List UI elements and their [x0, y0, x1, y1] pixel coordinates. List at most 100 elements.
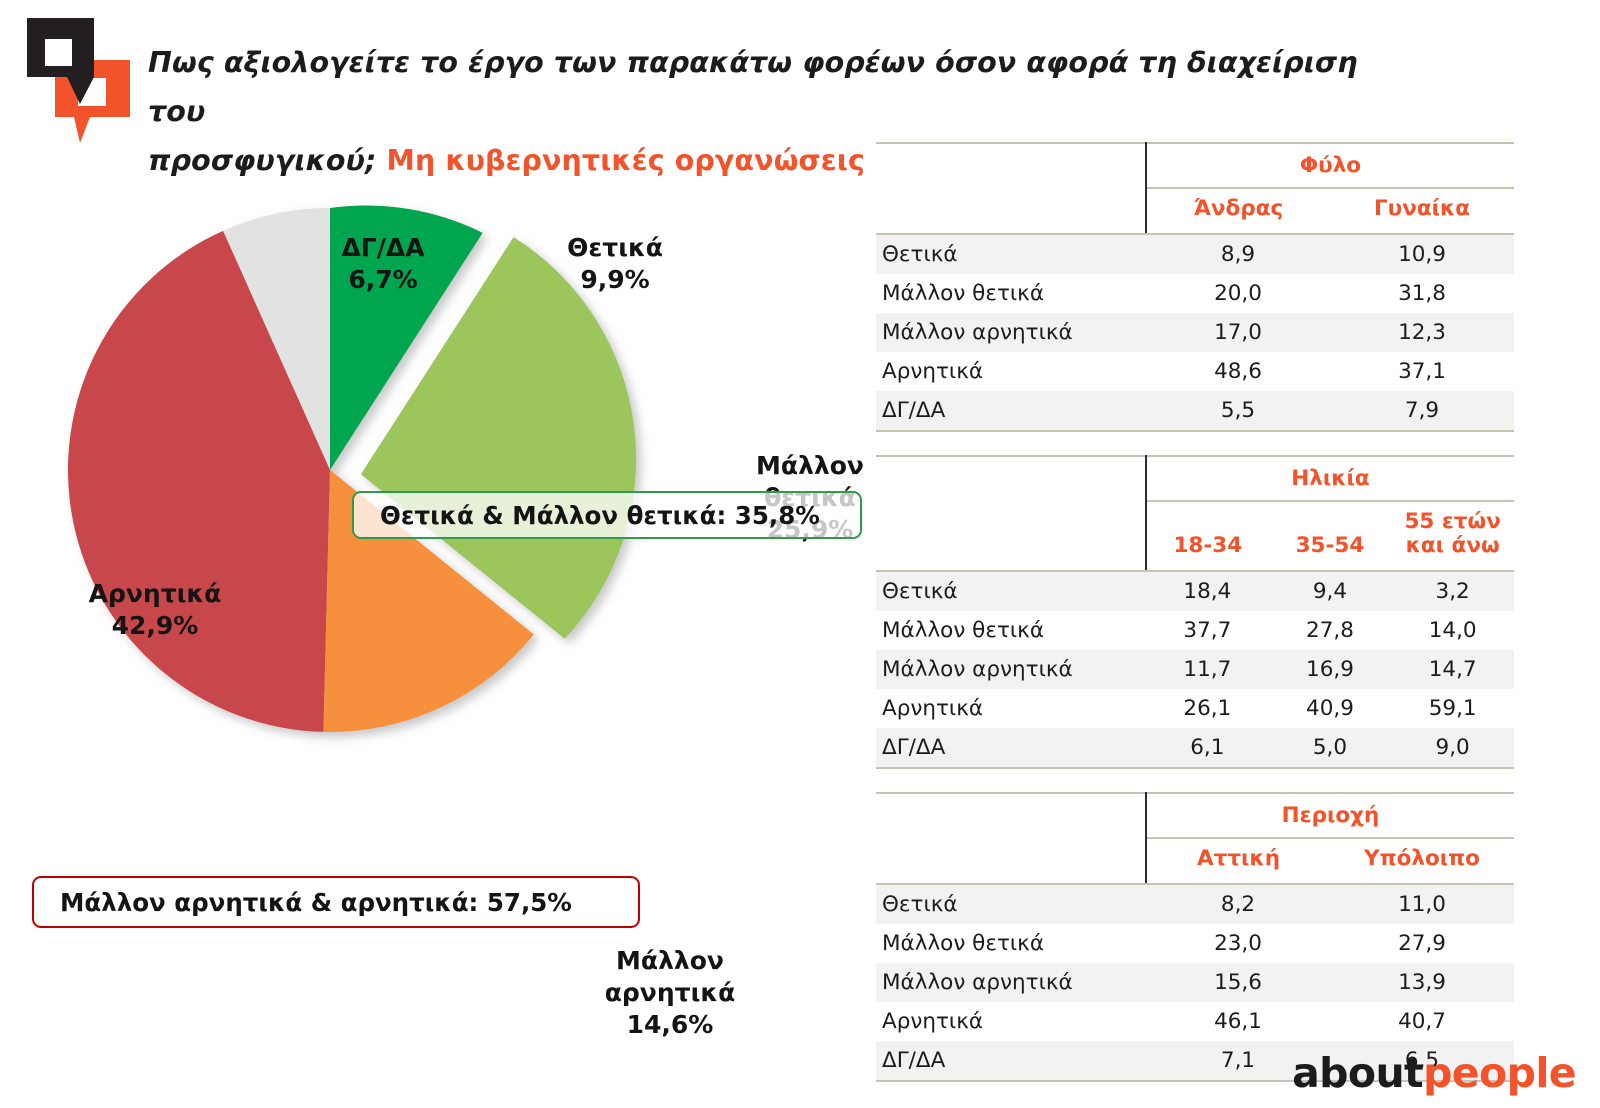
callout-positive-text: Θετικά & Μάλλον θετικά: 35,8% [380, 500, 820, 530]
cell-value: 6,5 [1330, 1041, 1514, 1083]
cell-value: 46,1 [1146, 1002, 1330, 1042]
table-row: Αρνητικά 48,6 37,1 [876, 352, 1514, 392]
table-gender-col-gynaika: Γυναίκα [1330, 188, 1514, 236]
cell-value: 48,6 [1146, 352, 1330, 392]
cell-value: 16,9 [1268, 650, 1392, 690]
table-region-col-attiki: Αττική [1146, 838, 1330, 886]
row-label: ΔΓ/ΔΑ [876, 1041, 1146, 1083]
cell-value: 20,0 [1146, 274, 1330, 314]
cell-value: 7,9 [1330, 391, 1514, 433]
cell-value: 14,0 [1391, 611, 1514, 651]
pie-slice-thetika[interactable] [330, 205, 483, 470]
speech-bubble-logo-icon [27, 18, 130, 143]
table-column-header-row: 18-34 35-54 55 ετών και άνω [876, 501, 1514, 573]
cell-value: 14,7 [1391, 650, 1514, 690]
pie-label-mallon-arnitika: Μάλλον αρνητικά 14,6% [604, 946, 736, 1039]
cell-value: 11,0 [1330, 884, 1514, 925]
table-gender-subcorner [876, 188, 1147, 236]
table-row: Αρνητικά 26,1 40,9 59,1 [876, 689, 1514, 729]
cell-value: 31,8 [1330, 274, 1514, 314]
table-row: ΔΓ/ΔΑ 6,1 5,0 9,0 [876, 728, 1514, 770]
cell-value: 9,0 [1391, 728, 1514, 770]
wordmark-about: about [1292, 1049, 1424, 1097]
cell-value: 37,1 [1330, 352, 1514, 392]
cell-value: 40,9 [1268, 689, 1392, 729]
table-row: Θετικά 8,2 11,0 [876, 884, 1514, 925]
row-label: Μάλλον θετικά [876, 611, 1146, 651]
table-age-subcorner [876, 501, 1147, 573]
table-row: Μάλλον αρνητικά 15,6 13,9 [876, 963, 1514, 1003]
cell-value: 18,4 [1146, 571, 1269, 612]
table-row: Θετικά 18,4 9,4 3,2 [876, 571, 1514, 612]
crosstab-tables: Φύλο Άνδρας Γυναίκα Θετικά 8,9 10,9 Μάλλ… [876, 142, 1514, 1083]
table-gender-corner [876, 142, 1147, 188]
cell-value: 37,7 [1146, 611, 1269, 651]
table-region-subcorner [876, 838, 1147, 886]
table-gender-group-title: Φύλο [1146, 142, 1514, 189]
table-region-corner [876, 792, 1147, 839]
cell-value: 12,3 [1330, 313, 1514, 353]
row-label: Θετικά [876, 234, 1146, 275]
cell-value: 23,0 [1146, 924, 1330, 964]
table-age-group-title: Ηλικία [1146, 455, 1514, 503]
cell-value: 40,7 [1330, 1002, 1514, 1042]
row-label: Μάλλον αρνητικά [876, 650, 1146, 690]
pie-label-thetika: Θετικά 9,9% [567, 233, 663, 294]
table-gender-col-andras: Άνδρας [1146, 188, 1330, 236]
callout-negative-total: Μάλλον αρνητικά & αρνητικά: 57,5% [32, 876, 640, 928]
table-row: ΔΓ/ΔΑ 7,1 6,5 [876, 1041, 1514, 1083]
row-label: ΔΓ/ΔΑ [876, 391, 1146, 433]
callout-negative-text: Μάλλον αρνητικά & αρνητικά: 57,5% [60, 887, 572, 917]
table-column-header-row: Αττική Υπόλοιπο [876, 838, 1514, 886]
table-group-header-row: Φύλο [876, 142, 1514, 189]
table-row: Μάλλον αρνητικά 17,0 12,3 [876, 313, 1514, 353]
title-line-1: Πως αξιολογείτε το έργο των παρακάτω φορ… [148, 46, 1358, 129]
table-gender: Φύλο Άνδρας Γυναίκα Θετικά 8,9 10,9 Μάλλ… [876, 142, 1514, 433]
table-row: Θετικά 8,9 10,9 [876, 234, 1514, 275]
table-age-corner [876, 455, 1147, 502]
row-label: Μάλλον θετικά [876, 274, 1146, 314]
page-title: Πως αξιολογείτε το έργο των παρακάτω φορ… [148, 38, 1408, 185]
cell-value: 17,0 [1146, 313, 1330, 353]
row-label: Μάλλον θετικά [876, 924, 1146, 964]
cell-value: 5,5 [1146, 391, 1330, 433]
table-region-group-title: Περιοχή [1146, 792, 1514, 840]
cell-value: 5,0 [1268, 728, 1392, 770]
table-group-header-row: Περιοχή [876, 792, 1514, 840]
table-age: Ηλικία 18-34 35-54 55 ετών και άνω Θετικ… [876, 455, 1514, 770]
table-row: Αρνητικά 46,1 40,7 [876, 1002, 1514, 1042]
row-label: Αρνητικά [876, 1002, 1146, 1042]
cell-value: 6,1 [1146, 728, 1269, 770]
row-label: Θετικά [876, 571, 1146, 612]
row-label: Μάλλον αρνητικά [876, 963, 1146, 1003]
table-column-header-row: Άνδρας Γυναίκα [876, 188, 1514, 236]
wordmark-people: people [1423, 1049, 1577, 1097]
table-region-col-ypoloipo: Υπόλοιπο [1330, 838, 1514, 886]
row-label: ΔΓ/ΔΑ [876, 728, 1146, 770]
cell-value: 15,6 [1146, 963, 1330, 1003]
cell-value: 27,8 [1268, 611, 1392, 651]
table-row: Μάλλον θετικά 23,0 27,9 [876, 924, 1514, 964]
cell-value: 27,9 [1330, 924, 1514, 964]
brand-wordmark: aboutpeople [1292, 1053, 1577, 1094]
table-region: Περιοχή Αττική Υπόλοιπο Θετικά 8,2 11,0 … [876, 792, 1514, 1083]
cell-value: 8,9 [1146, 234, 1330, 275]
table-group-header-row: Ηλικία [876, 455, 1514, 503]
table-row: Μάλλον θετικά 20,0 31,8 [876, 274, 1514, 314]
pie-slice-dg-da[interactable] [223, 208, 330, 470]
pie-slice-arnitika[interactable] [67, 230, 331, 732]
cell-value: 26,1 [1146, 689, 1269, 729]
callout-positive-total: Θετικά & Μάλλον θετικά: 35,8% [352, 491, 862, 539]
cell-value: 59,1 [1391, 689, 1514, 729]
cell-value: 10,9 [1330, 234, 1514, 275]
row-label: Θετικά [876, 884, 1146, 925]
pie-label-dg-da: ΔΓ/ΔΑ 6,7% [341, 233, 425, 294]
table-age-col-35-54: 35-54 [1268, 501, 1392, 573]
cell-value: 3,2 [1391, 571, 1514, 612]
table-row: Μάλλον θετικά 37,7 27,8 14,0 [876, 611, 1514, 651]
pie-label-arnitika: Αρνητικά 42,9% [88, 579, 222, 640]
table-age-col-55plus: 55 ετών και άνω [1391, 501, 1514, 573]
row-label: Αρνητικά [876, 689, 1146, 729]
cell-value: 9,4 [1268, 571, 1392, 612]
row-label: Αρνητικά [876, 352, 1146, 392]
